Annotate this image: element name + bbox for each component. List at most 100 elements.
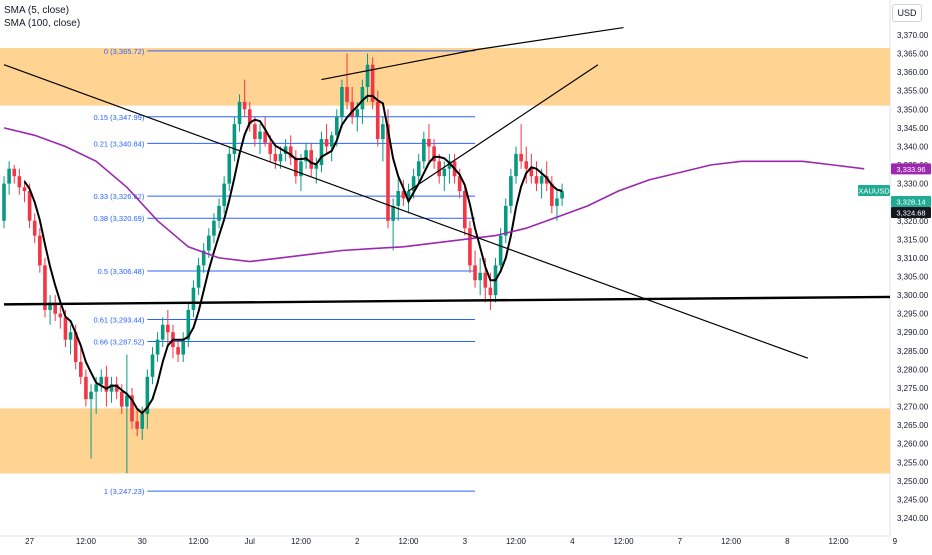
price-tick-label: 3,340.00: [897, 142, 929, 151]
candle-body: [232, 124, 237, 154]
candle-body: [544, 176, 549, 184]
candle-body: [314, 165, 319, 169]
candle-body: [488, 287, 493, 296]
fibonacci-retracement[interactable]: 0 (3,365.72) 0.15 (3,347.99) 0.21 (3,340.8…: [93, 47, 476, 496]
candle-body: [43, 265, 47, 310]
fib-level-label: 0.15 (3,347.99): [93, 113, 144, 122]
candle-body: [478, 272, 482, 281]
candle-body: [283, 146, 288, 154]
price-tick-label: 3,330.00: [897, 180, 929, 189]
legend-sma5[interactable]: SMA (5, close): [4, 5, 70, 16]
time-tick-label: 12:00: [614, 537, 635, 546]
time-tick-label: 12:00: [721, 537, 742, 546]
candle-body: [498, 235, 503, 266]
fib-level-label: 0.5 (3,306.48): [98, 267, 145, 276]
candle-body: [437, 161, 441, 177]
candle-body: [53, 302, 57, 314]
candle-body: [135, 421, 139, 429]
candle-body: [68, 332, 73, 340]
legend-sma100[interactable]: SMA (100, close): [4, 18, 81, 29]
candle-body: [222, 183, 226, 206]
fib-level-label: 0.21 (3,340.84): [93, 139, 144, 148]
price-tick-label: 3,355.00: [897, 87, 929, 96]
price-tick-label: 3,300.00: [897, 291, 929, 300]
candle-body: [217, 205, 221, 221]
candle-body: [503, 205, 508, 236]
zone-0[interactable]: [0, 48, 890, 106]
sma5-line: [23, 94, 563, 415]
candle-body: [550, 183, 554, 206]
currency-badge[interactable]: USD: [892, 4, 922, 22]
candle-body: [534, 176, 539, 184]
candle-body: [89, 391, 93, 400]
price-tick-label: 3,365.00: [897, 50, 929, 59]
candle-body: [212, 220, 216, 236]
candle-body: [278, 153, 283, 162]
candle-body: [555, 198, 559, 206]
candle-body: [360, 87, 365, 110]
candle-body: [524, 161, 529, 169]
candle-body: [335, 116, 339, 136]
candle-body: [427, 139, 431, 147]
time-tick-label: 7: [678, 537, 683, 546]
time-axis[interactable]: 27 12:00 30 12:00 Jul 12:00 2 12:00 3 12:00 4 12:00…: [25, 537, 898, 546]
moving-averages: [3, 94, 865, 415]
candle-body: [422, 139, 426, 162]
price-tag-text: 3,324.68: [896, 209, 925, 218]
candle-body: [560, 191, 564, 199]
candle-body: [509, 176, 513, 206]
candle-body: [201, 250, 206, 266]
price-tag: [891, 196, 931, 208]
candle-body: [145, 376, 150, 414]
candle-body: [365, 64, 370, 88]
time-tick-label: 12:00: [829, 537, 850, 546]
candle-body: [514, 153, 518, 177]
candle-body: [73, 332, 78, 362]
price-tick-label: 3,370.00: [897, 31, 929, 40]
candle-body: [17, 176, 22, 188]
price-tick-label: 3,240.00: [897, 514, 929, 523]
candle-body: [125, 395, 129, 407]
time-tick-label: Jul: [245, 537, 255, 546]
candle-body: [114, 384, 119, 392]
trendline[interactable]: [3, 295, 891, 306]
trendline[interactable]: [408, 64, 599, 192]
zone-1[interactable]: [0, 408, 890, 474]
candle-body: [247, 109, 252, 125]
trendlines[interactable]: [3, 26, 891, 359]
candle-body: [432, 146, 436, 162]
candle-body: [401, 191, 406, 199]
candle-body: [130, 395, 134, 422]
price-tick-label: 3,310.00: [897, 254, 929, 263]
candle-body: [27, 191, 32, 221]
fib-level-label: 0.66 (3,287.52): [93, 337, 144, 346]
trendline[interactable]: [3, 64, 809, 359]
time-tick-label: 8: [785, 537, 790, 546]
candle-body: [268, 142, 273, 154]
price-tag-text: 3,333.96: [896, 165, 925, 174]
candle-body: [119, 391, 124, 407]
candle-body: [63, 317, 68, 340]
candle-body: [109, 384, 114, 392]
candle-body: [416, 161, 421, 177]
candle-body: [442, 168, 447, 177]
trendline[interactable]: [474, 26, 624, 51]
fib-level-label: 0.61 (3,293.44): [93, 315, 144, 324]
price-tick-label: 3,295.00: [897, 310, 929, 319]
candle-body: [99, 376, 104, 385]
symbol-tag: [858, 185, 890, 197]
candle-body: [329, 135, 334, 147]
fib-level-label: 1 (3,247.23): [104, 487, 145, 496]
candle-body: [463, 191, 467, 229]
candle-body: [299, 161, 303, 177]
candle-body: [227, 153, 232, 184]
price-tick-label: 3,350.00: [897, 105, 929, 114]
time-tick-label: 12:00: [398, 537, 419, 546]
candle-body: [207, 235, 211, 251]
candle-body: [176, 347, 180, 355]
candle-body: [386, 124, 390, 221]
candle-body: [155, 339, 160, 355]
trendline[interactable]: [321, 49, 476, 81]
